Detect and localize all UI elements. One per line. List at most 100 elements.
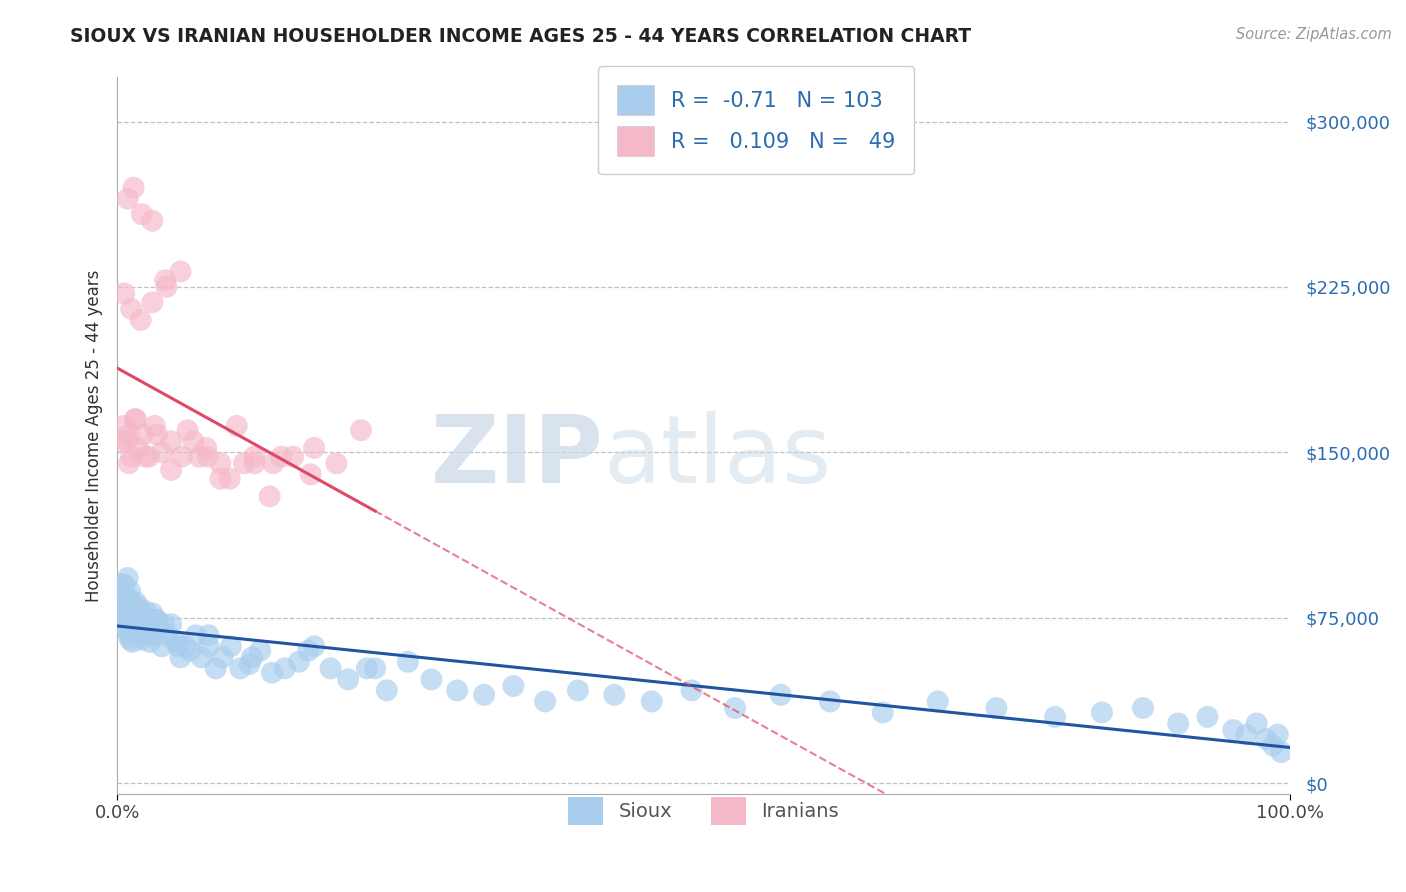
Point	[117, 610, 139, 624]
Point	[169, 650, 191, 665]
Point	[197, 450, 219, 464]
Point	[112, 418, 135, 433]
Text: SIOUX VS IRANIAN HOUSEHOLDER INCOME AGES 25 - 44 YEARS CORRELATION CHART: SIOUX VS IRANIAN HOUSEHOLDER INCOME AGES…	[70, 27, 972, 45]
Point	[124, 613, 146, 627]
Point	[174, 640, 197, 654]
Point	[299, 467, 322, 482]
Point	[160, 463, 183, 477]
Point	[302, 640, 325, 654]
Point	[108, 582, 131, 596]
Point	[1197, 710, 1219, 724]
Point	[115, 622, 138, 636]
Point	[110, 595, 132, 609]
Point	[127, 599, 149, 614]
Point	[986, 701, 1008, 715]
Point	[120, 301, 142, 316]
Point	[197, 628, 219, 642]
Point	[124, 604, 146, 618]
Point	[146, 613, 169, 627]
Point	[1246, 716, 1268, 731]
Point	[183, 434, 205, 449]
Text: ZIP: ZIP	[430, 411, 603, 503]
Point	[337, 673, 360, 687]
Point	[472, 688, 495, 702]
Point	[288, 655, 311, 669]
Point	[155, 273, 177, 287]
Point	[120, 632, 142, 647]
Point	[143, 418, 166, 433]
Point	[125, 595, 148, 609]
Point	[141, 295, 163, 310]
Point	[262, 456, 284, 470]
Point	[350, 423, 373, 437]
Point	[138, 450, 160, 464]
Point	[204, 661, 226, 675]
Point	[169, 264, 191, 278]
Point	[1167, 716, 1189, 731]
Point	[1234, 727, 1257, 741]
Point	[184, 628, 207, 642]
Point	[129, 313, 152, 327]
Point	[111, 434, 134, 449]
Point	[396, 655, 419, 669]
Point	[129, 608, 152, 623]
Point	[211, 650, 233, 665]
Point	[641, 694, 664, 708]
Point	[155, 280, 177, 294]
Point	[145, 613, 167, 627]
Point	[420, 673, 443, 687]
Point	[232, 456, 254, 470]
Point	[121, 619, 143, 633]
Point	[120, 595, 142, 609]
Y-axis label: Householder Income Ages 25 - 44 years: Householder Income Ages 25 - 44 years	[86, 269, 103, 602]
Point	[239, 657, 262, 671]
Point	[356, 661, 378, 675]
Point	[150, 640, 173, 654]
Point	[325, 456, 347, 470]
Point	[188, 450, 211, 464]
Point	[534, 694, 557, 708]
Point	[120, 450, 142, 464]
Point	[165, 635, 187, 649]
Point	[111, 577, 134, 591]
Point	[160, 434, 183, 449]
Point	[141, 213, 163, 227]
Point	[150, 445, 173, 459]
Point	[225, 418, 247, 433]
Point	[139, 635, 162, 649]
Point	[302, 441, 325, 455]
Point	[319, 661, 342, 675]
Point	[112, 608, 135, 623]
Point	[1267, 727, 1289, 741]
Point	[124, 412, 146, 426]
Point	[132, 613, 155, 627]
Point	[297, 644, 319, 658]
Point	[143, 628, 166, 642]
Point	[240, 650, 263, 665]
Text: atlas: atlas	[603, 411, 832, 503]
Point	[118, 427, 141, 442]
Point	[260, 665, 283, 680]
Point	[1270, 745, 1292, 759]
Point	[1261, 739, 1284, 753]
Point	[132, 427, 155, 442]
Point	[131, 207, 153, 221]
Point	[111, 577, 134, 591]
Point	[259, 489, 281, 503]
Point	[141, 606, 163, 620]
Point	[112, 577, 135, 591]
Point	[218, 472, 240, 486]
Point	[115, 606, 138, 620]
Point	[502, 679, 524, 693]
Point	[125, 628, 148, 642]
Point	[146, 427, 169, 442]
Point	[127, 441, 149, 455]
Point	[121, 635, 143, 649]
Point	[167, 640, 190, 654]
Point	[118, 628, 141, 642]
Point	[1132, 701, 1154, 715]
Point	[125, 412, 148, 426]
Point	[117, 571, 139, 585]
Point	[135, 617, 157, 632]
Point	[114, 617, 136, 632]
